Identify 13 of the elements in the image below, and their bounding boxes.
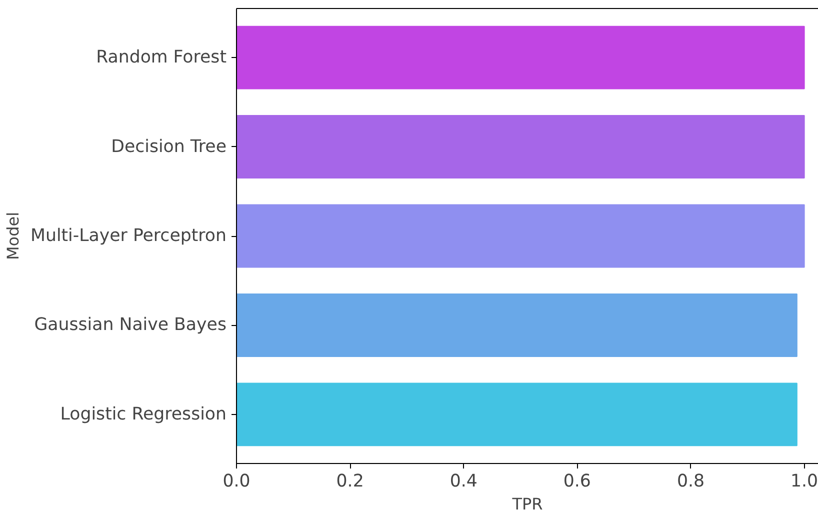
x-tick-label: 0.6 [563, 472, 591, 492]
x-tick-label: 0.4 [450, 472, 478, 492]
x-tick-label: 0.2 [336, 472, 364, 492]
y-tick-label: Decision Tree [111, 136, 227, 157]
y-tick-label: Multi-Layer Perceptron [30, 226, 227, 246]
x-tick-label: 1.0 [790, 472, 818, 492]
x-tick-label: 0.0 [222, 472, 250, 492]
y-tick-label: Gaussian Naive Bayes [34, 315, 227, 336]
y-tick-label: Logistic Regression [60, 404, 226, 424]
x-tick-label: 0.8 [676, 472, 705, 492]
y-axis-title: Model [4, 212, 23, 260]
x-axis-title: TPR [511, 494, 543, 514]
y-tick-label: Random Forest [96, 48, 227, 68]
